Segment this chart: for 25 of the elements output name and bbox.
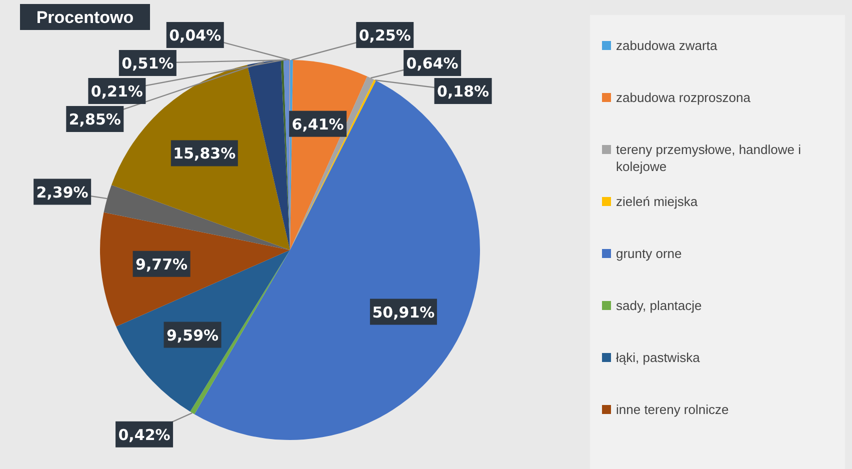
legend-label: łąki, pastwiska — [616, 350, 701, 365]
legend-label: sady, plantacje — [616, 298, 702, 313]
chart-title: Procentowo — [36, 8, 134, 27]
data-label: 0,21% — [90, 82, 143, 100]
pie-slice — [247, 60, 290, 250]
pie-slice — [104, 184, 290, 250]
data-label: 9,77% — [136, 255, 188, 274]
legend-label: zieleń miejska — [616, 194, 698, 209]
data-label: 0,42% — [118, 426, 170, 444]
data-label: 0,64% — [406, 54, 458, 73]
data-label: 0,04% — [169, 26, 222, 44]
legend-label: zabudowa zwarta — [616, 38, 718, 53]
data-label: 2,85% — [68, 110, 121, 128]
data-label: 0,18% — [437, 82, 490, 101]
data-label: 9,59% — [166, 326, 219, 344]
data-label: 15,83% — [173, 144, 236, 163]
data-label: 0,25% — [358, 26, 411, 45]
legend-label: grunty orne — [616, 246, 682, 261]
data-label: 6,41% — [292, 115, 344, 134]
legend-label: zabudowa rozproszona — [616, 90, 752, 105]
legend-label: inne tereny rolnicze — [616, 402, 729, 417]
data-label: 2,39% — [36, 183, 88, 202]
data-label: 0,51% — [122, 54, 174, 72]
legend-label: tereny przemysłowe, handlowe i kolejowe — [616, 142, 802, 174]
data-label: 50,91% — [372, 303, 435, 322]
